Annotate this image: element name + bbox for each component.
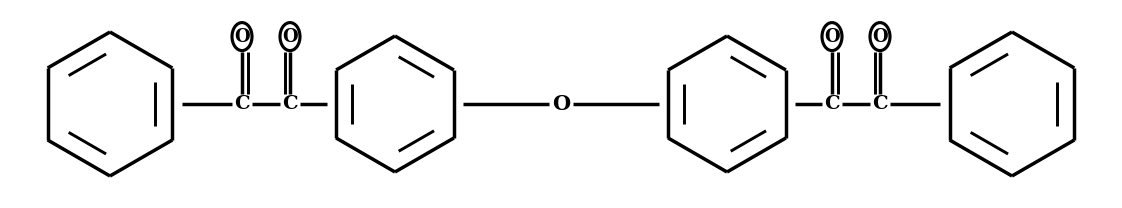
Text: O: O <box>825 28 839 46</box>
Text: O: O <box>234 28 250 46</box>
Text: C: C <box>234 95 250 113</box>
Text: C: C <box>872 95 888 113</box>
Text: O: O <box>872 28 888 46</box>
Text: C: C <box>283 95 297 113</box>
Text: O: O <box>552 94 570 114</box>
Text: C: C <box>825 95 839 113</box>
Text: O: O <box>283 28 297 46</box>
